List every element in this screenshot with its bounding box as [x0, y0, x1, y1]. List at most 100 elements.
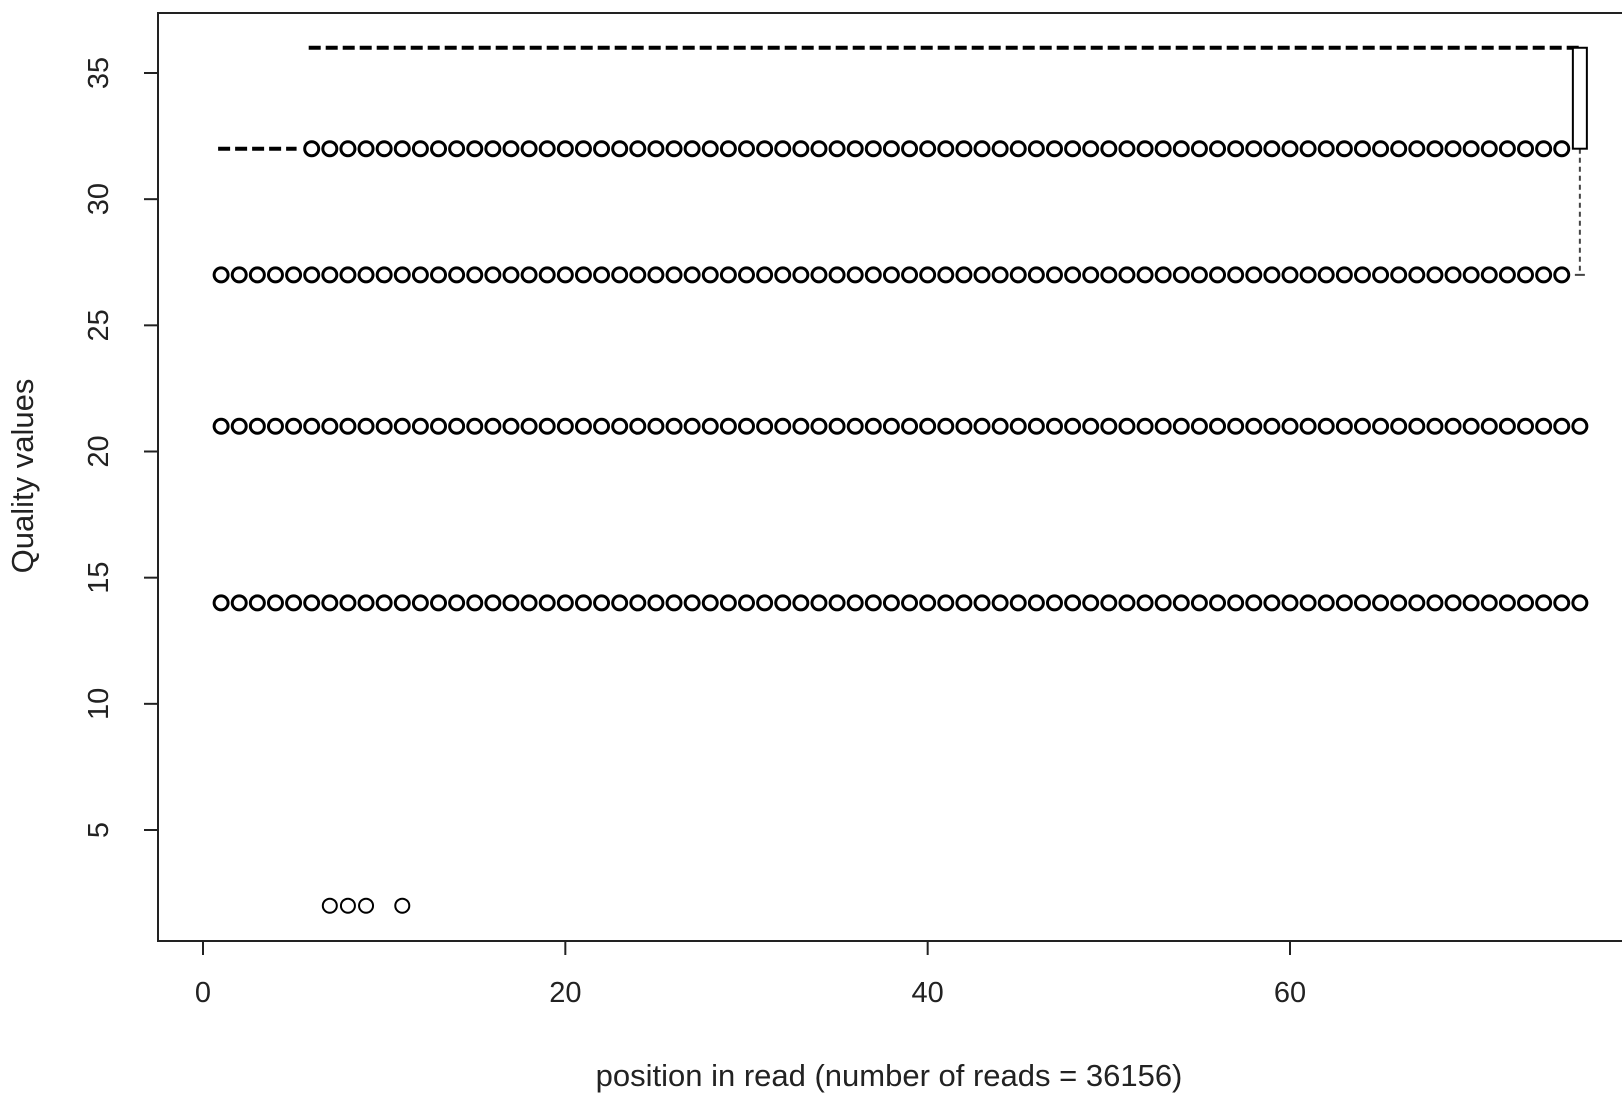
outlier-point [593, 594, 611, 612]
x-tick-label: 40 [912, 977, 944, 1009]
outlier-point [1390, 417, 1408, 435]
outlier-point [1100, 417, 1118, 435]
outlier-point [1245, 417, 1263, 435]
outlier-point [683, 266, 701, 284]
outlier-point [520, 594, 538, 612]
outlier-point [1299, 417, 1317, 435]
outlier-point [339, 897, 356, 914]
outlier-point [411, 140, 429, 158]
outlier-point [502, 266, 520, 284]
outlier-point [1317, 417, 1335, 435]
outlier-point [574, 266, 592, 284]
outlier-point [1082, 266, 1100, 284]
outlier-point [1462, 140, 1480, 158]
outlier-point [1064, 266, 1082, 284]
outlier-point [846, 140, 864, 158]
outlier-point [1027, 140, 1045, 158]
outlier-point [502, 140, 520, 158]
outlier-point [375, 417, 393, 435]
outlier-point [756, 266, 774, 284]
outlier-point [719, 594, 737, 612]
outlier-point [1227, 140, 1245, 158]
outlier-point [792, 594, 810, 612]
outlier-point [538, 140, 556, 158]
outlier-point [810, 417, 828, 435]
outlier-point [611, 417, 629, 435]
outlier-point [303, 140, 321, 158]
outlier-point [1462, 417, 1480, 435]
outlier-point [1118, 266, 1136, 284]
outlier-point [774, 594, 792, 612]
outlier-point [1064, 140, 1082, 158]
outlier-point [266, 417, 284, 435]
outlier-point [738, 594, 755, 612]
outlier-point [701, 594, 719, 612]
outlier-point [864, 417, 882, 435]
outlier-point [1064, 417, 1082, 435]
outlier-point [611, 594, 629, 612]
outlier-point [411, 266, 429, 284]
outlier-point [394, 897, 411, 914]
outlier-point [738, 417, 755, 435]
outlier-point [1390, 594, 1408, 612]
outlier-point [1281, 266, 1299, 284]
outlier-point [574, 140, 592, 158]
outlier-point [1209, 140, 1227, 158]
outlier-point [647, 266, 665, 284]
outlier-point [1535, 417, 1553, 435]
outlier-point [484, 417, 502, 435]
outlier-point [864, 594, 882, 612]
outlier-point [1245, 140, 1263, 158]
outlier-point [756, 594, 774, 612]
outlier-point [1480, 140, 1498, 158]
outlier-point [1353, 417, 1371, 435]
x-axis: 0 20 40 60 [195, 940, 1306, 1009]
outlier-point [285, 417, 303, 435]
x-axis-label: position in read (number of reads = 3615… [596, 1058, 1183, 1093]
outlier-point [1118, 140, 1136, 158]
outlier-point [285, 594, 303, 612]
outlier-point [774, 266, 792, 284]
outlier-point [1263, 417, 1281, 435]
outlier-point [448, 266, 466, 284]
outlier-point [647, 140, 665, 158]
outlier-point [484, 140, 502, 158]
outlier-point [955, 594, 973, 612]
outlier-point [1426, 594, 1444, 612]
outlier-point [1027, 417, 1045, 435]
outlier-point [358, 897, 375, 914]
outlier-point [991, 417, 1009, 435]
outlier-point [339, 266, 357, 284]
outlier-point [774, 417, 792, 435]
outlier-point [1517, 417, 1535, 435]
outlier-point [1408, 417, 1426, 435]
outlier-point [828, 417, 846, 435]
outlier-point [810, 594, 828, 612]
outlier-point [393, 417, 411, 435]
outlier-point [466, 417, 484, 435]
outlier-point [1444, 140, 1462, 158]
outlier-point [1353, 140, 1371, 158]
outlier-point [1064, 594, 1082, 612]
outlier-point [339, 140, 357, 158]
y-tick-label: 5 [83, 822, 115, 838]
outlier-point [484, 266, 502, 284]
outlier-point [448, 594, 466, 612]
outlier-point [792, 417, 810, 435]
outlier-point [991, 266, 1009, 284]
outlier-point [901, 594, 919, 612]
outlier-point [448, 140, 466, 158]
outlier-point [357, 594, 375, 612]
outlier-point [1154, 417, 1172, 435]
outlier-point [955, 140, 973, 158]
outlier-point [919, 140, 937, 158]
outlier-point [1498, 417, 1516, 435]
outlier-point [647, 594, 665, 612]
outlier-point [901, 417, 919, 435]
outlier-point [882, 140, 900, 158]
outlier-point [1372, 266, 1390, 284]
outlier-point [1082, 417, 1100, 435]
outlier-point [556, 594, 574, 612]
outlier-point [1009, 140, 1027, 158]
